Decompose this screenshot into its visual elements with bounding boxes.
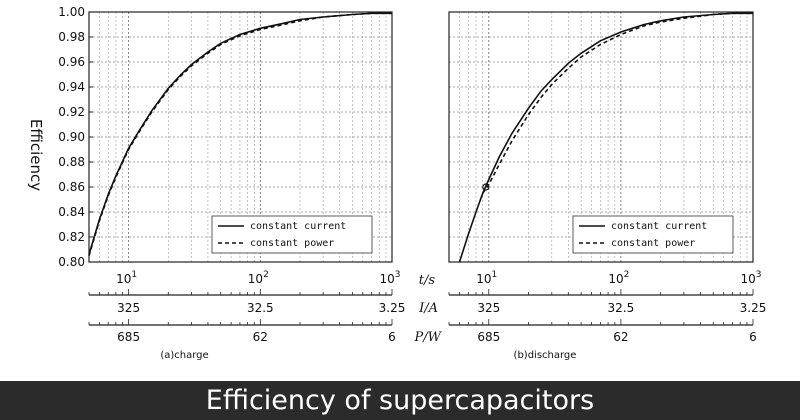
x-tick-label: 103 [740,270,761,286]
series-line-constant-power [482,12,753,194]
legend-label-constant-power: constant power [250,238,334,249]
x-tick-base: 10 [116,272,131,286]
current-tick-label: 325 [117,301,140,315]
x-tick-base: 10 [476,272,491,286]
y-tick-label: 1.00 [58,5,85,19]
x-tick-exponent: 3 [395,270,401,280]
x-tick-base: 10 [379,272,394,286]
legend-label-constant-current: constant current [250,221,346,232]
x-tick-label: 103 [379,270,400,286]
panel-caption: (a)charge [160,350,208,361]
legend-box [211,215,373,254]
power-tick-label: 62 [613,330,628,344]
x-tick-exponent: 3 [756,270,762,280]
current-tick-label: 325 [477,301,500,315]
series-line-constant-power [88,12,392,257]
y-tick-label: 0.90 [58,130,85,144]
x-tick-label: 101 [116,270,137,286]
current-tick-label: 3.25 [379,301,406,315]
y-tick-label: 0.98 [58,30,85,44]
x-tick-label: 102 [248,270,269,286]
y-tick-label: 0.94 [58,80,85,94]
power-tick-label: 6 [749,330,757,344]
time-axis-name: t/s [419,273,436,288]
power-tick-label: 685 [117,330,140,344]
y-tick-label: 0.86 [58,180,85,194]
x-tick-base: 10 [740,272,755,286]
y-tick-label: 0.80 [58,255,85,269]
x-tick-exponent: 2 [263,270,269,280]
current-tick-label: 3.25 [740,301,767,315]
x-tick-base: 10 [248,272,263,286]
y-axis-label: Efficiency [27,119,45,191]
panel-charge: 1.00 0.98 0.96 0.94 0.92 0.90 0.88 0.86 0.84 0.82… [58,5,405,361]
plot-frame [448,11,754,263]
x-tick-label: 101 [476,270,497,286]
power-tick-label: 62 [253,330,268,344]
y-tick-label: 0.82 [58,230,85,244]
legend-label-constant-power: constant power [611,238,695,249]
x-tick-label: 102 [608,270,629,286]
y-tick-label: 0.92 [58,105,85,119]
legend-label-constant-current: constant current [611,221,707,232]
current-tick-label: 32.5 [247,301,274,315]
y-tick-label: 0.96 [58,55,85,69]
x-tick-exponent: 1 [492,270,498,280]
data-marker [482,183,490,191]
chart-canvas: Efficiency 1.00 0.98 0.96 0.94 0.92 0.90 0.88 0… [27,5,767,361]
legend: constant current constant power [572,215,734,254]
power-tick-label: 6 [388,330,396,344]
x-tick-base: 10 [608,272,623,286]
current-axis-name: I/A [418,301,438,316]
y-tick-label: 0.84 [58,205,85,219]
legend-box [572,215,734,254]
current-tick-label: 32.5 [608,301,635,315]
x-tick-exponent: 1 [131,270,137,280]
panel-caption: (b)discharge [514,350,577,361]
power-tick-label: 685 [477,330,500,344]
legend: constant current constant power [211,215,373,254]
power-axis-name: P/W [414,330,443,345]
title-banner: Efficiency of supercapacitors [0,381,800,420]
y-tick-label: 0.88 [58,155,85,169]
x-tick-exponent: 2 [624,270,630,280]
